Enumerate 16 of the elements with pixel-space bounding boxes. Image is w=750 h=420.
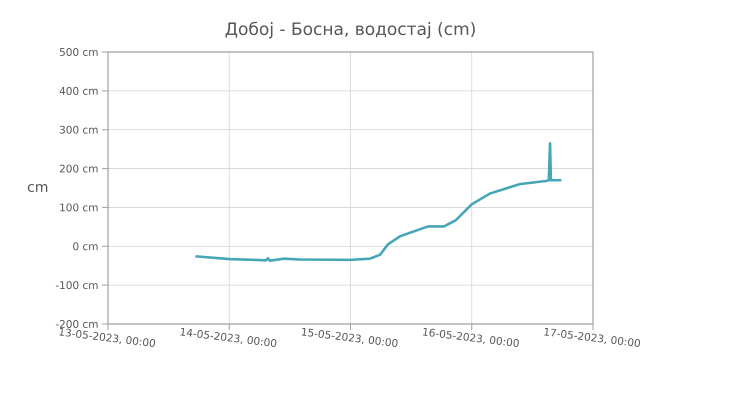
x-tick-label: 15-05-2023, 00:00 [302,328,398,347]
x-tick-label: 13-05-2023, 00:00 [59,328,156,347]
y-tick-label: 100 cm [60,203,98,212]
y-tick-label: 300 cm [60,126,98,134]
chart-title: Добој - Босна, водостај (cm) [226,22,475,38]
y-tick-label: 500 cm [60,48,98,56]
y-tick-label: 400 cm [60,86,98,95]
y-tick-label: 200 cm [60,164,98,173]
y-axis-title: cm [28,184,48,192]
x-tick-label: 17-05-2023, 00:00 [544,328,640,347]
line-series [195,142,562,262]
y-tick-label: -100 cm [56,281,98,290]
x-tick-label: 16-05-2023, 00:00 [423,328,519,347]
y-tick-label: 0 cm [73,242,98,250]
y-tick-label: -200 cm [56,320,98,328]
x-tick-label: 14-05-2023, 00:00 [180,328,276,347]
